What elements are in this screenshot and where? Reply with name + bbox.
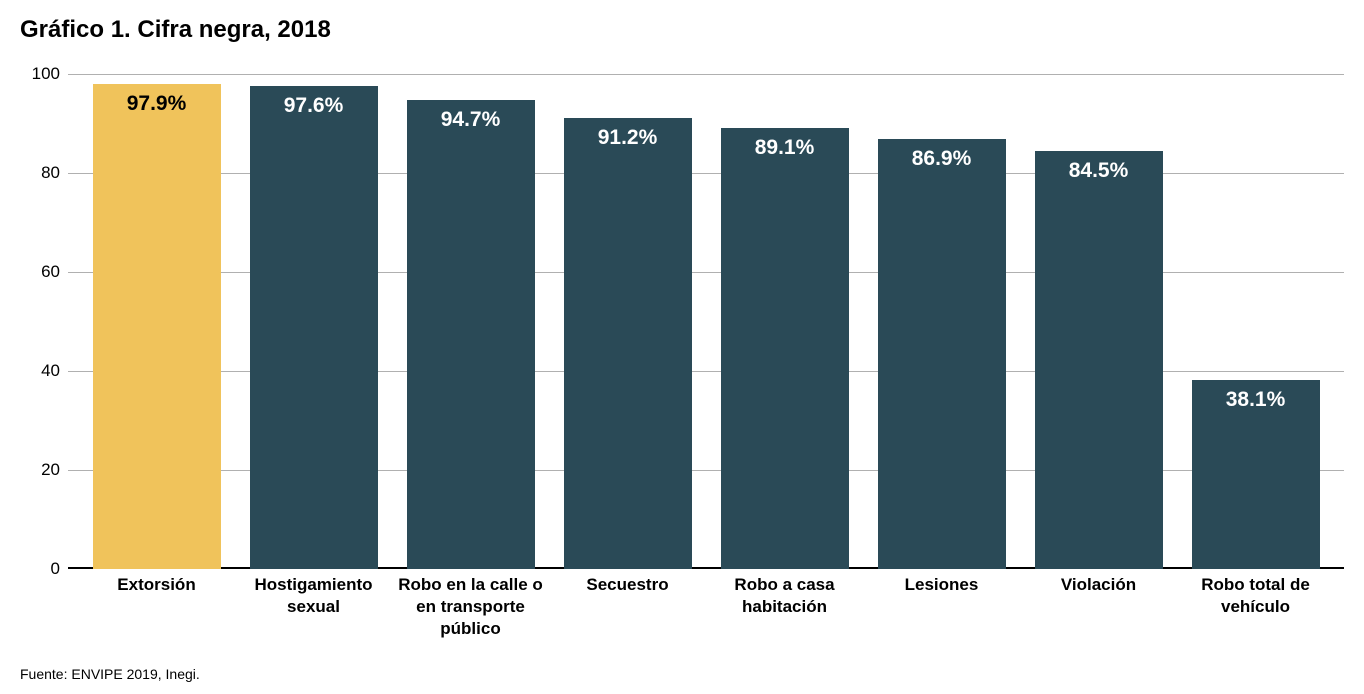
bar-slot: 97.9% <box>78 74 235 569</box>
y-tick-label: 100 <box>20 64 60 84</box>
bar-value-label: 94.7% <box>407 108 535 132</box>
y-tick-label: 80 <box>20 163 60 183</box>
bar-value-label: 89.1% <box>721 136 849 160</box>
y-tick-label: 0 <box>20 559 60 579</box>
bars-container: 97.9% 97.6% 94.7% 91.2% 89.1% 86.9% 84.5% 38.1% <box>68 74 1344 569</box>
bar: 94.7% <box>407 100 535 569</box>
x-axis-label: Lesiones <box>863 574 1020 640</box>
y-tick-label: 60 <box>20 262 60 282</box>
bar: 89.1% <box>721 128 849 569</box>
bar-slot: 86.9% <box>863 74 1020 569</box>
bar-slot: 84.5% <box>1020 74 1177 569</box>
chart-title: Gráfico 1. Cifra negra, 2018 <box>20 16 1344 44</box>
x-axis-label: Robo en la calle o en transporte público <box>392 574 549 640</box>
y-tick-label: 40 <box>20 361 60 381</box>
bar: 84.5% <box>1035 151 1163 569</box>
bar-value-label: 97.9% <box>93 92 221 116</box>
bar-value-label: 91.2% <box>564 126 692 150</box>
bar-slot: 38.1% <box>1177 74 1334 569</box>
bar-value-label: 84.5% <box>1035 159 1163 183</box>
x-axis-label: Hostigamiento sexual <box>235 574 392 640</box>
bar: 97.9% <box>93 84 221 569</box>
bar: 86.9% <box>878 139 1006 569</box>
source-note: Fuente: ENVIPE 2019, Inegi. <box>20 666 200 682</box>
bar: 38.1% <box>1192 380 1320 569</box>
chart-area: 020406080100 97.9%97.6%94.7%91.2%89.1%86… <box>20 74 1344 569</box>
bar-slot: 94.7% <box>392 74 549 569</box>
bar-value-label: 38.1% <box>1192 388 1320 412</box>
bar: 91.2% <box>564 118 692 569</box>
bar: 97.6% <box>250 86 378 569</box>
bar-slot: 91.2% <box>549 74 706 569</box>
y-tick-label: 20 <box>20 460 60 480</box>
x-axis-label: Extorsión <box>78 574 235 640</box>
x-axis-label: Robo total de vehículo <box>1177 574 1334 640</box>
bar-value-label: 86.9% <box>878 147 1006 171</box>
x-axis-label: Violación <box>1020 574 1177 640</box>
x-axis-label: Secuestro <box>549 574 706 640</box>
bar-slot: 89.1% <box>706 74 863 569</box>
bar-slot: 97.6% <box>235 74 392 569</box>
x-axis-label: Robo a casa habitación <box>706 574 863 640</box>
bar-value-label: 97.6% <box>250 94 378 118</box>
x-axis-labels: ExtorsiónHostigamiento sexualRobo en la … <box>68 574 1344 640</box>
